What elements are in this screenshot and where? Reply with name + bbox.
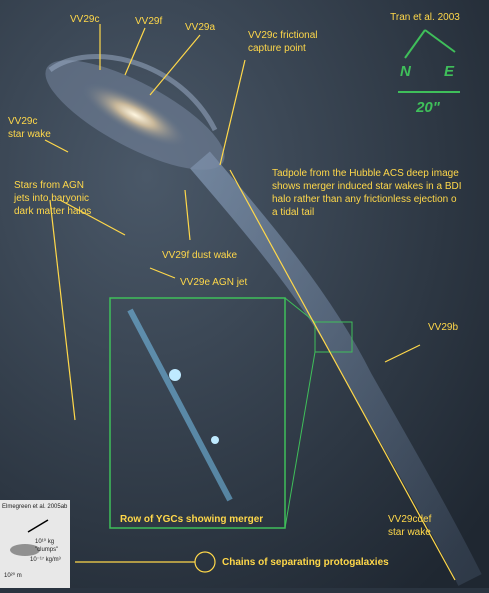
annotated-image: Tran et al. 2003 N E 20" VV29c VV29f VV2…: [0, 0, 489, 588]
note: shows merger induced star wakes in a BDI: [272, 181, 462, 192]
note: a tidal tail: [272, 207, 314, 218]
label: VV29c: [70, 14, 99, 25]
label: VV29e AGN jet: [180, 277, 247, 288]
label: dark matter halos: [14, 206, 91, 217]
credit: Tran et al. 2003: [390, 12, 460, 23]
compass-e: E: [444, 63, 455, 80]
label: capture point: [248, 43, 306, 54]
reference: Elmegreen et al. 2005ab: [2, 504, 68, 510]
label: star wake: [8, 129, 51, 140]
label: VV29f dust wake: [162, 250, 237, 261]
reference: 10¹⁰ kg: [35, 538, 54, 545]
ygc: [169, 369, 181, 381]
label: jets into baryonic: [13, 193, 89, 204]
note: halo rather than any frictionless ejecti…: [272, 194, 457, 205]
scale-label: 20": [415, 99, 441, 116]
reference: 10²⁰ m: [4, 572, 22, 579]
note: Tadpole from the Hubble ACS deep image: [272, 168, 459, 179]
reference: 10⁻¹⁷ kg/m³: [30, 556, 61, 563]
ygc: [211, 436, 219, 444]
label: VV29cdef: [388, 514, 432, 525]
label: VV29c: [8, 116, 37, 127]
label: VV29b: [428, 322, 458, 333]
compass-n: N: [400, 63, 412, 80]
reference: "clumps": [35, 547, 58, 553]
label: VV29c frictional: [248, 30, 317, 41]
label: VV29a: [185, 22, 215, 33]
label: star wake: [388, 527, 431, 538]
label: Chains of separating protogalaxies: [222, 557, 389, 568]
inset-caption: Row of YGCs showing merger: [120, 514, 263, 525]
label: Stars from AGN: [14, 180, 84, 191]
label: VV29f: [135, 16, 162, 27]
